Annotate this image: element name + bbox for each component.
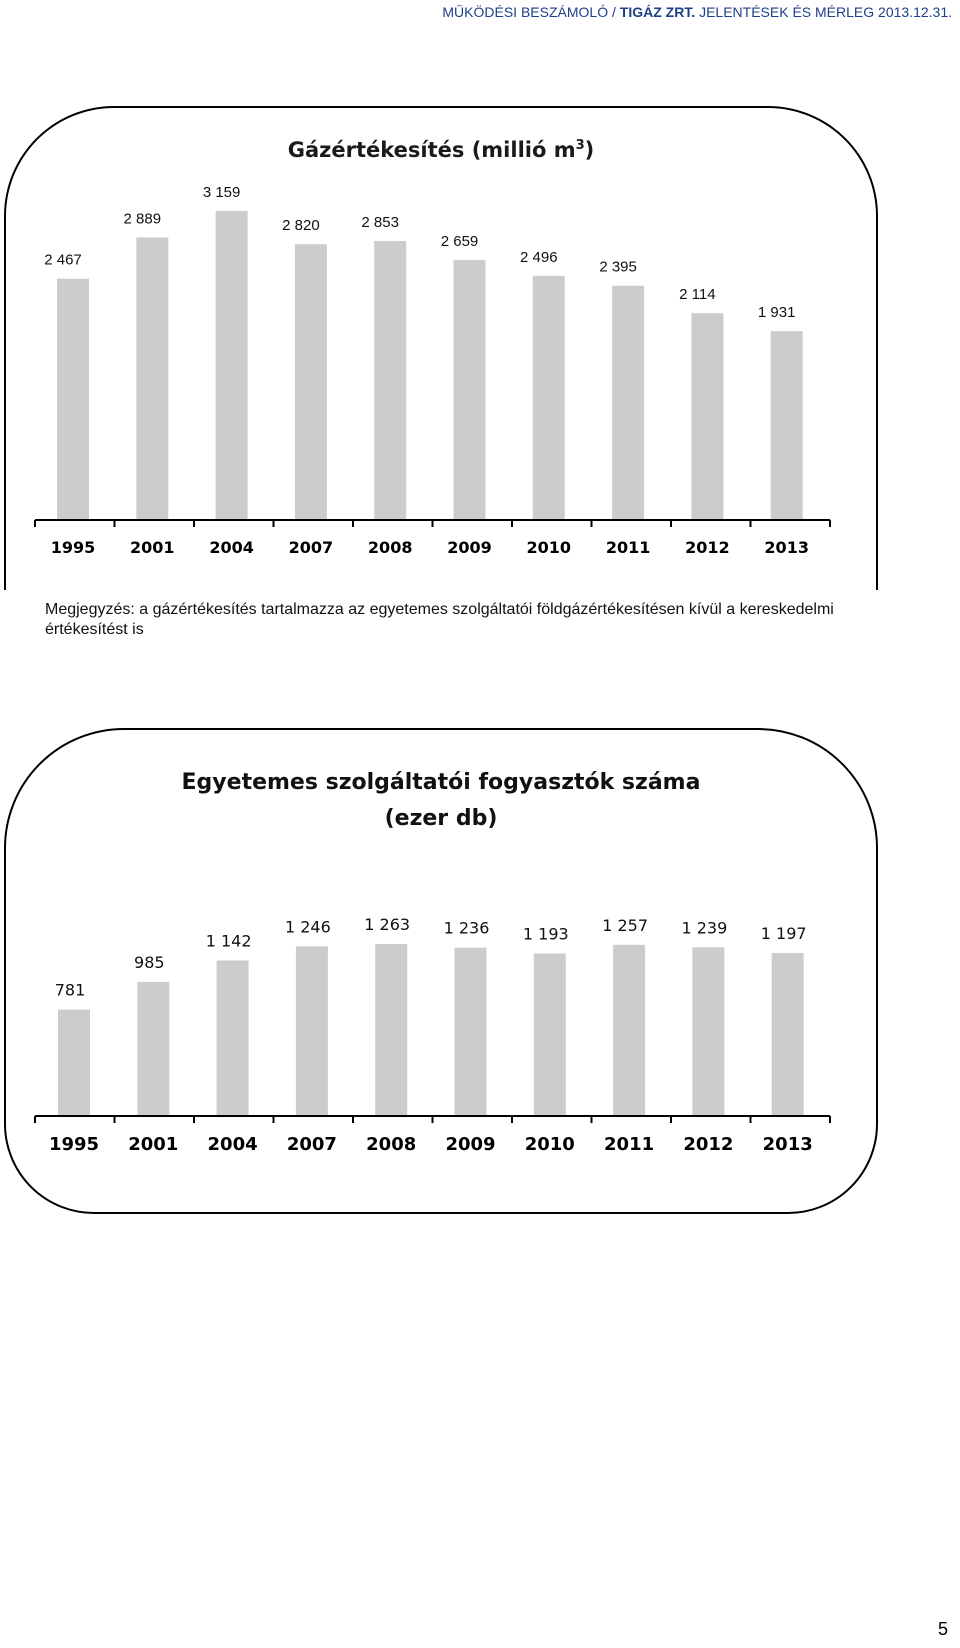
consumers-tick-label-2012: 2012: [683, 1134, 733, 1155]
gas-sales-bar-2012: [691, 313, 724, 520]
consumers-data-label-2004: 1 142: [206, 931, 252, 950]
chart-note: Megjegyzés: a gázértékesítés tartalmazza…: [45, 600, 905, 640]
consumers-tick-label-2009: 2009: [445, 1134, 495, 1155]
page-header: MŰKÖDÉSI BESZÁMOLÓ / TIGÁZ ZRT. JELENTÉS…: [442, 4, 952, 20]
header-prefix: MŰKÖDÉSI BESZÁMOLÓ /: [442, 4, 620, 20]
consumers-bar-2008: [375, 944, 408, 1116]
gas-sales-bar-2004: [215, 211, 248, 520]
chart-note-line-2: értékesítést is: [45, 621, 144, 638]
consumers-tick-label-2007: 2007: [287, 1134, 337, 1155]
gas-sales-bar-2008: [374, 240, 407, 520]
gas-sales-data-label-2004: 3 159: [203, 184, 241, 201]
gas-sales-bar-2010: [532, 275, 565, 520]
gas-sales-data-label-2012: 2 114: [679, 286, 715, 303]
consumers-tick-label-1995: 1995: [49, 1134, 99, 1155]
gas-sales-data-label-2008: 2 853: [361, 214, 399, 231]
gas-sales-bar-2013: [770, 331, 803, 520]
consumers-bar-2011: [613, 944, 646, 1116]
gas-sales-tick-label-2010: 2010: [527, 538, 572, 557]
page-number: 5: [937, 1619, 948, 1639]
consumers-data-label-2013: 1 197: [761, 924, 807, 943]
gas-sales-data-label-2011: 2 395: [599, 259, 637, 276]
gas-sales-tick-label-2013: 2013: [764, 538, 809, 557]
gas-sales-bar-2011: [612, 285, 645, 520]
consumers-tick-label-2004: 2004: [208, 1134, 258, 1155]
gas-sales-title-text: Gázértékesítés (millió m: [287, 138, 576, 162]
consumers-tick-label-2011: 2011: [604, 1134, 654, 1155]
consumers-chart-title-line-1: Egyetemes szolgáltatói fogyasztók száma: [181, 770, 701, 795]
consumers-bar-2007: [295, 946, 328, 1116]
gas-sales-data-label-2010: 2 496: [520, 249, 558, 266]
consumers-bar-2004: [216, 960, 249, 1116]
consumers-bar-2013: [771, 952, 804, 1116]
consumers-bar-2009: [454, 947, 487, 1116]
header-suffix: JELENTÉSEK ÉS MÉRLEG 2013.12.31.: [695, 4, 952, 20]
gas-sales-tick-label-2004: 2004: [209, 538, 254, 557]
gas-sales-data-label-2013: 1 931: [758, 304, 796, 321]
consumers-data-label-2001: 985: [134, 953, 165, 972]
gas-sales-data-label-2001: 2 889: [124, 210, 162, 227]
gas-sales-bar-2007: [294, 244, 327, 520]
gas-sales-tick-label-2007: 2007: [289, 538, 334, 557]
consumers-bar-2012: [692, 947, 725, 1116]
consumers-data-label-2008: 1 263: [364, 915, 410, 934]
gas-sales-tick-label-2012: 2012: [685, 538, 730, 557]
gas-sales-data-label-1995: 2 467: [44, 252, 82, 269]
consumers-bar-2001: [137, 981, 170, 1116]
gas-sales-tick-label-1995: 1995: [51, 538, 96, 557]
consumers-data-label-2007: 1 246: [285, 917, 331, 936]
gas-sales-bar-2001: [136, 237, 169, 520]
consumers-tick-label-2013: 2013: [763, 1134, 813, 1155]
consumers-data-label-2012: 1 239: [681, 918, 727, 937]
gas-sales-tick-label-2011: 2011: [606, 538, 651, 557]
consumers-data-label-2010: 1 193: [523, 925, 569, 944]
consumers-tick-label-2001: 2001: [128, 1134, 178, 1155]
consumers-chart-panel: Egyetemes szolgáltatói fogyasztók száma …: [4, 728, 878, 1214]
gas-sales-data-label-2007: 2 820: [282, 217, 320, 234]
consumers-data-label-1995: 781: [55, 981, 86, 1000]
gas-sales-title-end: ): [584, 138, 595, 162]
consumers-bar-2010: [533, 953, 566, 1116]
header-org: TIGÁZ ZRT.: [619, 4, 696, 20]
gas-sales-title-sup: 3: [575, 138, 585, 153]
chart-note-line-1: Megjegyzés: a gázértékesítés tartalmazza…: [45, 601, 834, 618]
gas-sales-bar-2009: [453, 259, 486, 520]
consumers-tick-label-2008: 2008: [366, 1134, 416, 1155]
consumers-bar-1995: [58, 1009, 90, 1116]
gas-sales-chart-title: Gázértékesítés (millió m3): [6, 138, 876, 162]
gas-sales-tick-label-2009: 2009: [447, 538, 492, 557]
gas-sales-tick-label-2008: 2008: [368, 538, 413, 557]
consumers-data-label-2009: 1 236: [444, 919, 490, 938]
gas-sales-bar-1995: [57, 278, 89, 520]
consumers-data-label-2011: 1 257: [602, 916, 648, 935]
consumers-chart-title-line-2: (ezer db): [384, 806, 498, 831]
gas-sales-tick-label-2001: 2001: [130, 538, 175, 557]
consumers-tick-label-2010: 2010: [525, 1134, 575, 1155]
gas-sales-data-label-2009: 2 659: [441, 233, 479, 250]
